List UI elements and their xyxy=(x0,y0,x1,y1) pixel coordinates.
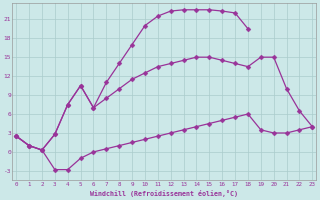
X-axis label: Windchill (Refroidissement éolien,°C): Windchill (Refroidissement éolien,°C) xyxy=(90,190,238,197)
